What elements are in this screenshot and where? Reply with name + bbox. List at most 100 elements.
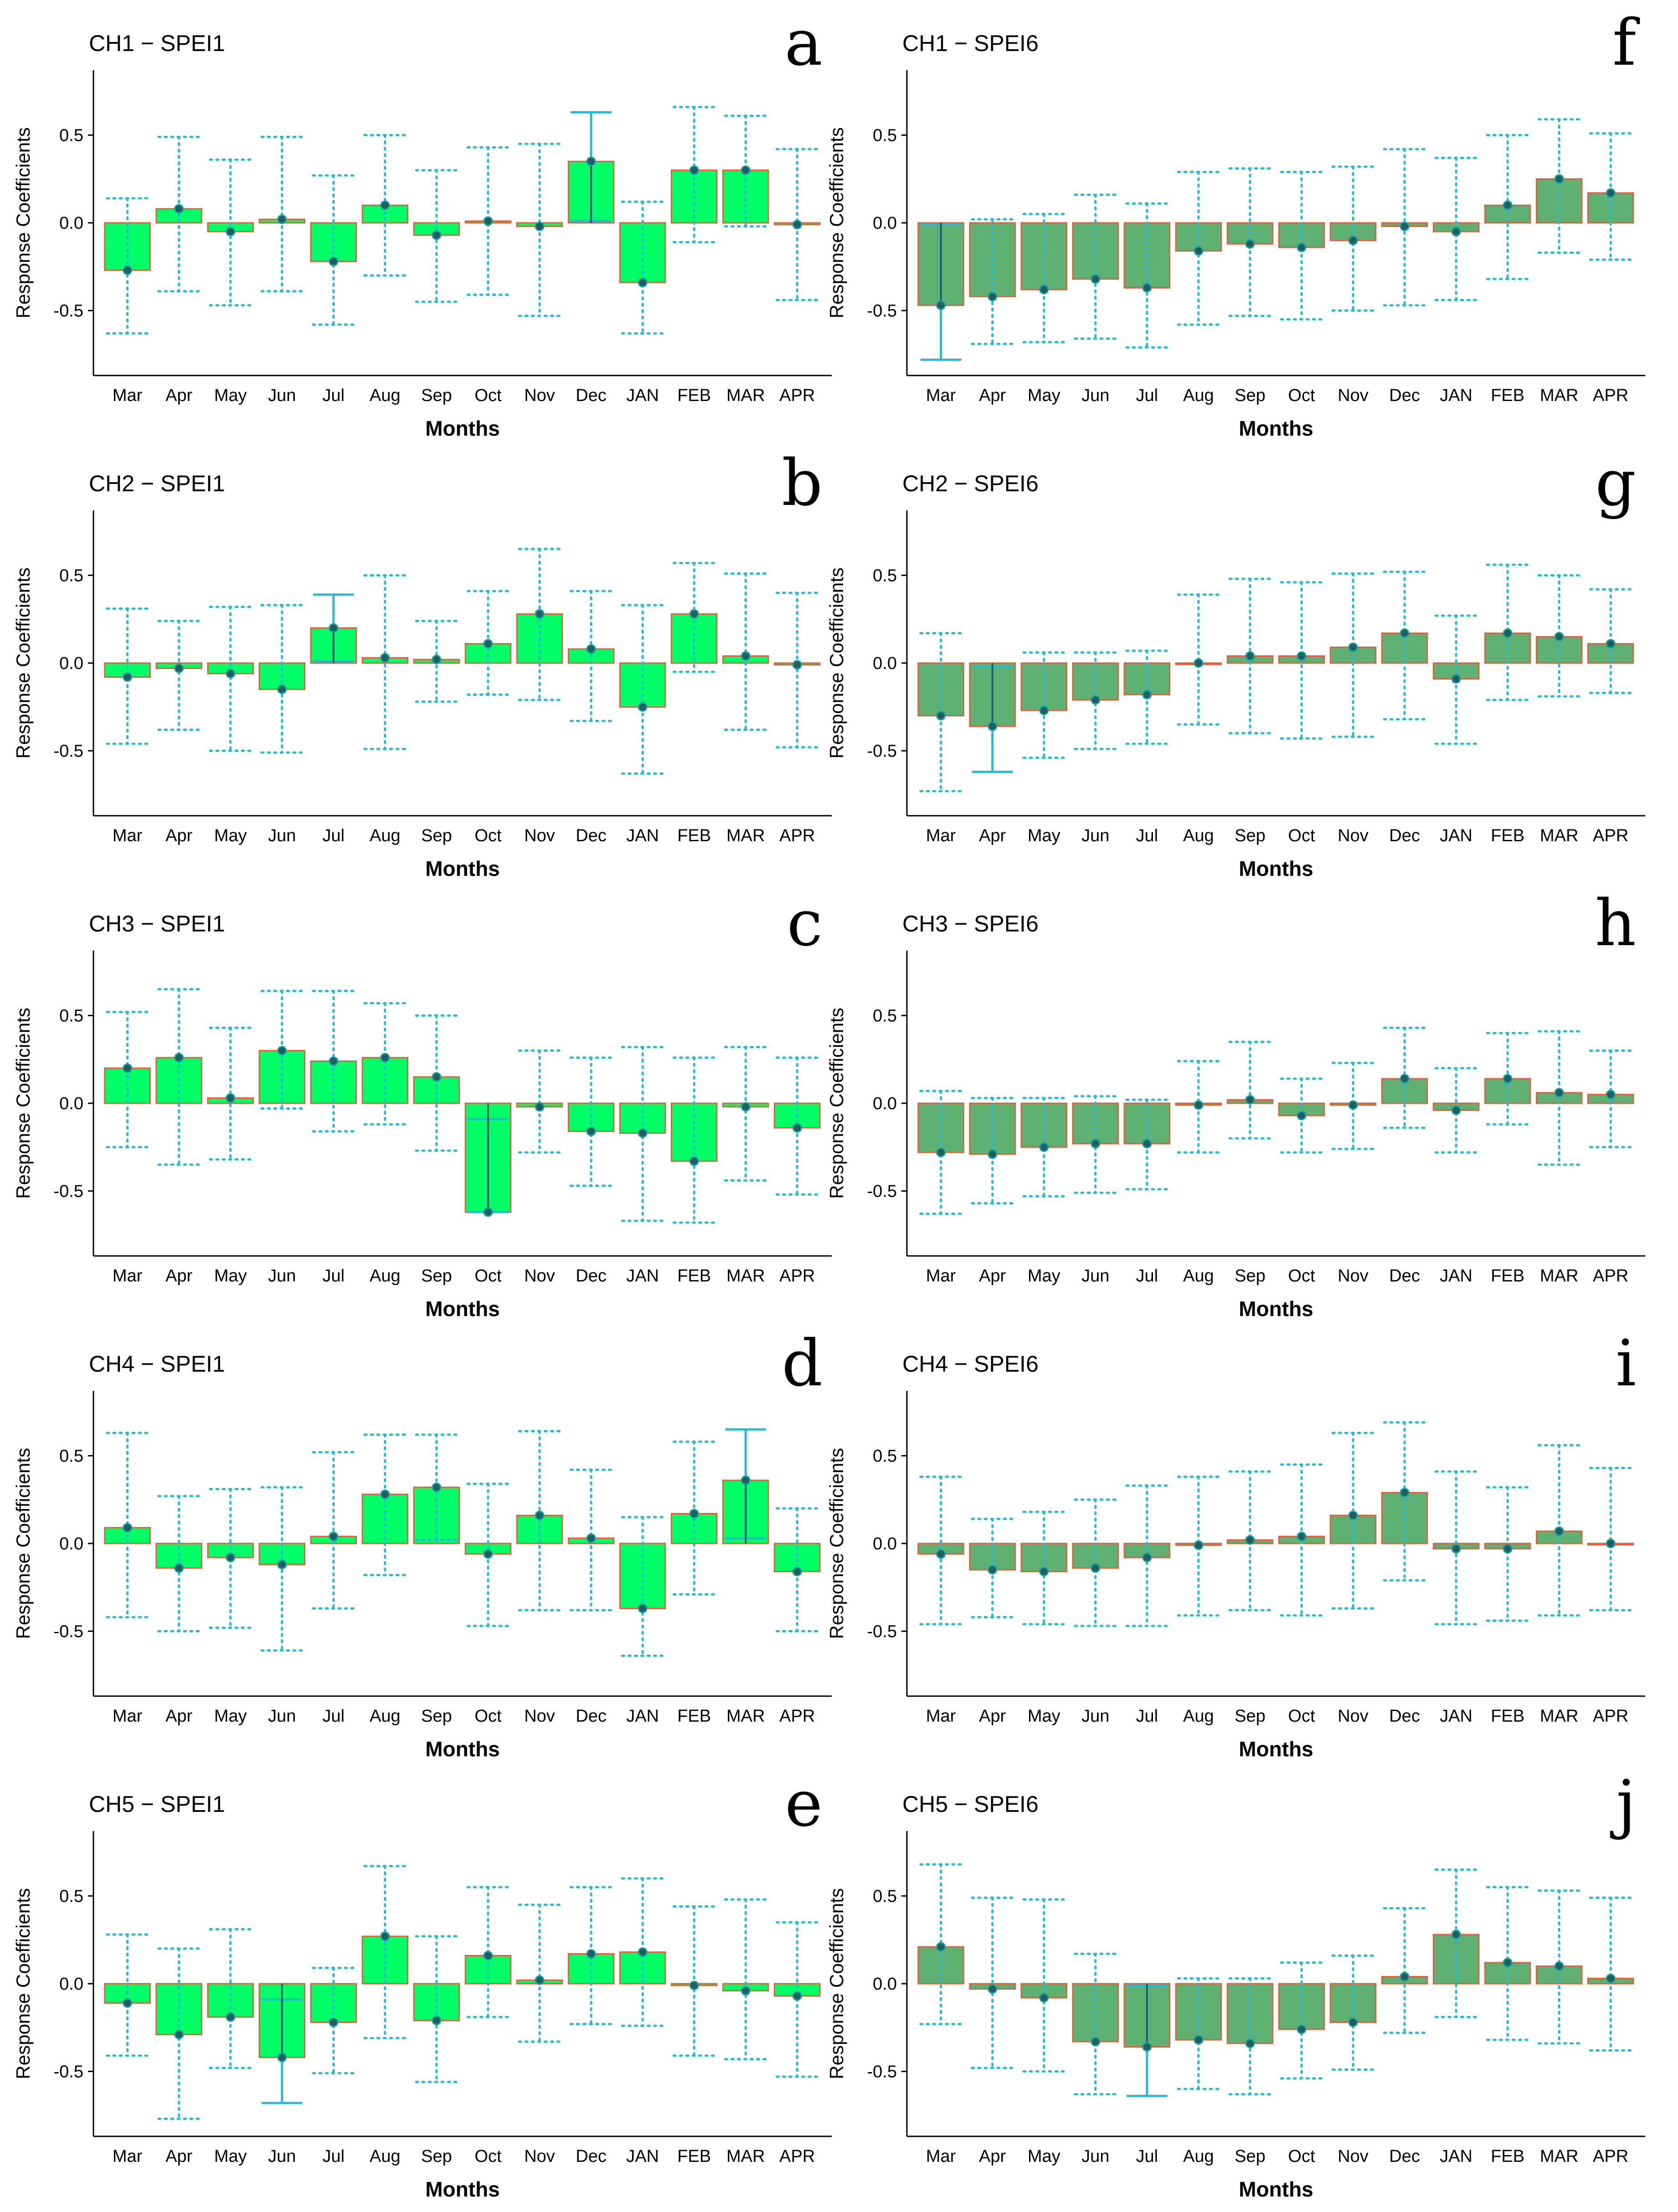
x-tick-label: Sep <box>1235 1707 1266 1726</box>
x-tick-label: Jul <box>323 1266 345 1286</box>
y-tick-label: -0.5 <box>54 742 83 761</box>
x-tick-label: Sep <box>421 386 452 405</box>
bar-Sep <box>413 1487 460 1544</box>
y-tick-label: -0.5 <box>54 2063 83 2082</box>
coef-point <box>483 639 493 649</box>
panel-i: CH4 − SPEI6 i 0.5 0.0 -0.5 Response Coefficie… <box>826 1327 1645 1761</box>
coef-point <box>638 1128 648 1138</box>
coef-point <box>1039 284 1049 294</box>
coef-point <box>277 1045 287 1055</box>
x-tick-label: Jul <box>1136 1266 1158 1286</box>
coef-point <box>1297 651 1307 661</box>
y-axis-label: Response Coefficients <box>826 567 847 758</box>
x-tick-label: APR <box>779 1266 815 1286</box>
coef-point <box>123 1523 133 1533</box>
coef-point <box>1194 246 1204 256</box>
y-tick-label: 0.0 <box>873 1094 897 1113</box>
x-axis-label: Months <box>425 2177 500 2201</box>
y-axis-label: Response Coefficients <box>826 1888 847 2079</box>
y-tick-label: 0.0 <box>873 1975 897 1994</box>
x-tick-label: Dec <box>1389 386 1420 405</box>
x-axis-label: Months <box>425 417 500 440</box>
x-tick-label: Mar <box>113 1707 143 1726</box>
y-tick-label: -0.5 <box>54 1622 83 1641</box>
x-tick-label: Jul <box>1136 2147 1158 2166</box>
coef-point <box>1142 2042 1152 2052</box>
coef-point <box>174 1053 184 1063</box>
coef-point <box>226 2012 236 2022</box>
x-tick-label: May <box>1028 1266 1060 1286</box>
coef-point <box>792 1991 802 2001</box>
x-tick-label: Oct <box>474 386 502 405</box>
x-tick-label: FEB <box>677 2147 711 2166</box>
x-tick-label: Oct <box>1288 826 1315 845</box>
coef-point <box>483 216 493 226</box>
x-tick-label: Oct <box>1288 2147 1315 2166</box>
x-tick-label: Aug <box>1183 1707 1214 1726</box>
x-tick-label: Nov <box>1338 1707 1369 1726</box>
coef-point <box>1400 628 1410 638</box>
x-tick-label: Oct <box>474 1707 502 1726</box>
coef-point <box>1503 1958 1513 1968</box>
coef-point <box>741 651 751 661</box>
x-axis-label: Months <box>1239 857 1313 880</box>
x-tick-label: Aug <box>370 1707 401 1726</box>
x-tick-label: APR <box>1593 386 1628 405</box>
x-tick-label: Aug <box>370 826 401 845</box>
panel-a: CH1 − SPEI1 a 0.5 0.0 -0.5 Response Coefficie… <box>12 6 832 440</box>
panel-letter: f <box>1612 6 1640 80</box>
coef-point <box>586 1949 596 1959</box>
coef-point <box>1348 2017 1358 2027</box>
x-tick-label: Sep <box>1235 2147 1266 2166</box>
coef-point <box>792 220 802 230</box>
y-tick-label: -0.5 <box>867 302 897 321</box>
coef-point <box>1451 1105 1461 1115</box>
coef-point <box>1400 221 1410 231</box>
bar-Jun <box>258 1049 306 1104</box>
y-axis-label: Response Coefficients <box>12 1008 34 1199</box>
coef-point <box>226 1093 236 1103</box>
x-tick-label: Apr <box>979 826 1006 845</box>
y-tick-label: -0.5 <box>54 1182 83 1201</box>
x-tick-label: JAN <box>626 1266 659 1286</box>
x-tick-label: APR <box>779 826 815 845</box>
x-tick-label: Jul <box>323 2147 345 2166</box>
x-tick-label: Oct <box>1288 1707 1315 1726</box>
x-axis-label: Months <box>1239 1737 1313 1761</box>
bar-Mar <box>104 1067 151 1104</box>
x-tick-label: Jun <box>268 2147 296 2166</box>
x-tick-label: Jun <box>1081 1707 1109 1726</box>
coef-point <box>483 1207 493 1217</box>
coef-point <box>689 1981 699 1991</box>
coef-point <box>1091 1139 1101 1149</box>
coef-point <box>741 1475 751 1485</box>
panel-letter: g <box>1595 446 1636 520</box>
x-tick-label: FEB <box>1491 1266 1524 1286</box>
y-tick-label: 0.0 <box>59 654 83 673</box>
coef-point <box>1039 1567 1049 1577</box>
coef-point <box>1503 1544 1513 1554</box>
coef-point <box>174 2030 184 2040</box>
panel-d: CH4 − SPEI1 d 0.5 0.0 -0.5 Response Coefficie… <box>12 1327 832 1761</box>
coef-point <box>329 623 339 633</box>
coef-point <box>741 1102 751 1112</box>
x-tick-label: FEB <box>677 1707 711 1726</box>
x-tick-label: Dec <box>1389 2147 1420 2166</box>
y-tick-label: 0.0 <box>873 654 897 673</box>
x-tick-label: FEB <box>677 826 711 845</box>
y-axis-label: Response Coefficients <box>826 1448 847 1639</box>
coef-point <box>1245 239 1255 249</box>
x-tick-label: Aug <box>1183 1266 1214 1286</box>
panel-b: CH2 − SPEI1 b 0.5 0.0 -0.5 Response Coefficie… <box>12 446 832 880</box>
x-tick-label: Jun <box>268 1266 296 1286</box>
x-tick-label: Nov <box>524 1266 555 1286</box>
x-tick-label: MAR <box>726 826 765 845</box>
x-tick-label: Mar <box>926 1707 956 1726</box>
panel-title: CH3 − SPEI1 <box>89 911 225 936</box>
coef-point <box>1348 642 1358 652</box>
x-tick-label: Jul <box>323 1707 345 1726</box>
coef-point <box>1503 628 1513 638</box>
x-tick-label: Sep <box>421 826 452 845</box>
coef-point <box>1194 1540 1204 1550</box>
